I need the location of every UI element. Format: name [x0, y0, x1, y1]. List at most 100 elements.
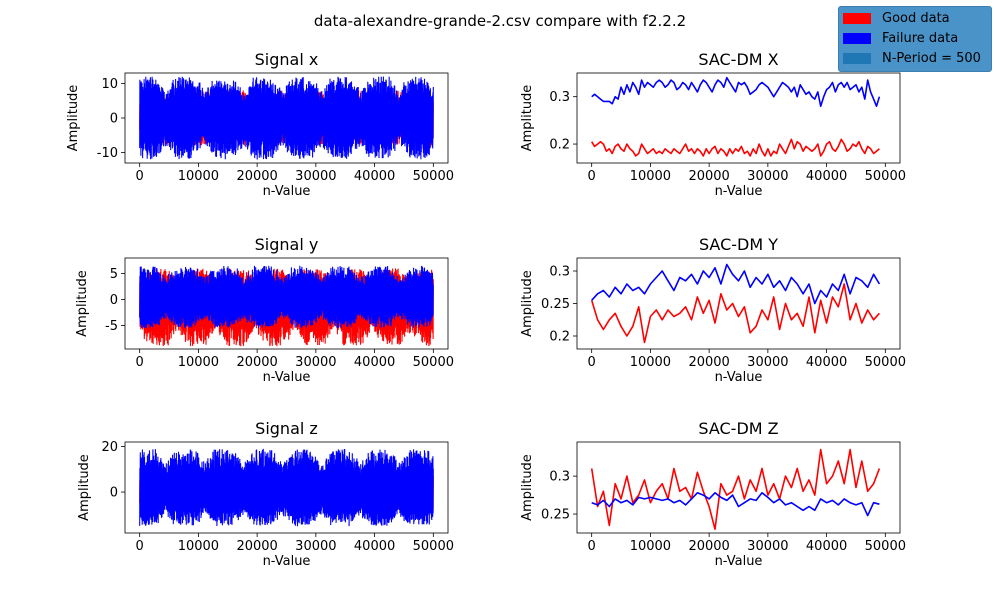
sacdm-z-xlabel: n-Value: [715, 554, 763, 569]
signal-z-series-failure: [139, 448, 434, 527]
signal-z-ylabel: Amplitude: [77, 454, 92, 521]
signal-z-ytick-label: 20: [101, 440, 118, 455]
sacdm-y-xtick-label: 20000: [688, 355, 729, 370]
sacdm-y-xtick-label: 10000: [630, 355, 671, 370]
sacdm-x-xtick-label: 30000: [747, 169, 788, 184]
legend-swatch-failure: [843, 33, 871, 44]
subplot-sacdm-x: 0 10000 20000 30000 40000 50000 0.2 0.3 SAC-DM X…: [520, 50, 906, 199]
legend-swatch-good: [843, 13, 871, 24]
subplot-sacdm-z: 0 10000 20000 30000 40000 50000 0.25 0.3 SAC-DM …: [520, 419, 906, 569]
sacdm-z-series-failure: [591, 492, 880, 517]
sacdm-x-xtick-label: 0: [588, 169, 596, 184]
sacdm-z-series-good: [590, 448, 881, 530]
signal-y-xtick-label: 20000: [236, 355, 277, 370]
legend: Good data Failure data N-Period = 500: [838, 6, 992, 72]
signal-x-xtick-label: 20000: [236, 169, 277, 184]
sacdm-z-xtick-label: 50000: [865, 539, 906, 554]
signal-y-ytick-label: 0: [110, 293, 118, 308]
sacdm-z-xtick-label: 0: [588, 539, 596, 554]
sacdm-y-xtick-label: 50000: [865, 355, 906, 370]
sacdm-y-axes-frame: [576, 257, 901, 350]
signal-z-xtick-label: 40000: [354, 539, 395, 554]
sacdm-x-xtick-label: 10000: [630, 169, 671, 184]
sacdm-y-ytick-label: 0.25: [541, 297, 570, 312]
sacdm-z-xtick-label: 10000: [630, 539, 671, 554]
signal-x-ytick-label: 0: [110, 112, 118, 127]
sacdm-z-ytick-label: 0.25: [541, 508, 570, 523]
sacdm-y-data: [590, 263, 881, 344]
sacdm-y-xlabel: n-Value: [715, 370, 763, 385]
sacdm-x-xtick-label: 40000: [806, 169, 847, 184]
signal-z-xtick-label: 30000: [295, 539, 336, 554]
sacdm-x-xtick-label: 50000: [865, 169, 906, 184]
legend-label-failure: Failure data: [882, 31, 959, 46]
signal-z-xtick-label: 20000: [236, 539, 277, 554]
sacdm-y-xtick-label: 40000: [806, 355, 847, 370]
signal-x-xlabel: n-Value: [263, 184, 311, 199]
figure-title: data-alexandre-grande-2.csv compare with…: [314, 12, 686, 30]
signal-z-data: [139, 448, 434, 527]
legend-label-good: Good data: [882, 11, 950, 26]
signal-y-xtick-label: 30000: [295, 355, 336, 370]
sacdm-y-series-good: [590, 283, 880, 344]
sacdm-z-axes-frame: [576, 441, 901, 534]
signal-y-ylabel: Amplitude: [75, 270, 90, 337]
signal-y-axes-frame: [124, 257, 449, 350]
signal-z-xlabel: n-Value: [263, 554, 311, 569]
sacdm-y-xtick-label: 0: [588, 355, 596, 370]
sacdm-x-title: SAC-DM X: [698, 50, 778, 69]
sacdm-z-xtick-label: 40000: [806, 539, 847, 554]
signal-x-data: [139, 76, 434, 160]
signal-y-xtick-label: 10000: [178, 355, 219, 370]
signal-x-series-failure: [139, 76, 434, 160]
legend-entry-good: Good data: [843, 10, 950, 28]
sacdm-x-ylabel: Amplitude: [520, 85, 535, 152]
sacdm-x-ytick-label: 0.3: [549, 90, 570, 105]
signal-x-ylabel: Amplitude: [66, 85, 81, 152]
sacdm-z-ylabel: Amplitude: [520, 454, 535, 521]
legend-swatch-nperiod: [843, 53, 871, 64]
sacdm-x-series-failure: [591, 76, 881, 107]
signal-y-series-failure: [139, 265, 434, 329]
signal-x-xtick-label: 40000: [354, 169, 395, 184]
signal-z-xtick-label: 0: [136, 539, 144, 554]
signal-z-axes-frame: [124, 441, 449, 534]
signal-x-xtick-label: 30000: [295, 169, 336, 184]
signal-y-ytick-label: -5: [105, 319, 118, 334]
sacdm-y-xtick-label: 30000: [747, 355, 788, 370]
sacdm-y-title: SAC-DM Y: [699, 235, 778, 254]
signal-y-ytick-label: 5: [110, 267, 118, 282]
signal-z-ytick-label: 0: [110, 486, 118, 501]
sacdm-z-xtick-label: 20000: [688, 539, 729, 554]
sacdm-x-data: [591, 76, 881, 157]
subplot-signal-x: 0 10000 20000 30000 40000 50000 -10 0 10 Signal x…: [66, 50, 454, 199]
sacdm-y-series-failure: [591, 263, 881, 305]
sacdm-z-xtick-label: 30000: [747, 539, 788, 554]
sacdm-y-ylabel: Amplitude: [520, 270, 535, 337]
signal-z-xtick-label: 10000: [178, 539, 219, 554]
legend-label-nperiod: N-Period = 500: [882, 51, 981, 66]
signal-y-title: Signal y: [255, 235, 319, 254]
legend-entry-failure: Failure data: [843, 30, 958, 48]
signal-x-title: Signal x: [255, 50, 319, 69]
signal-z-title: Signal z: [255, 419, 318, 438]
sacdm-z-data: [590, 448, 881, 530]
signal-x-xtick-label: 10000: [178, 169, 219, 184]
sacdm-x-xtick-label: 20000: [688, 169, 729, 184]
sacdm-y-ytick-label: 0.3: [549, 265, 570, 280]
sacdm-z-ytick-label: 0.3: [549, 470, 570, 485]
subplot-signal-z: 0 10000 20000 30000 40000 50000 0 20 Signal z n-V…: [77, 419, 454, 569]
signal-x-ytick-label: 10: [101, 77, 118, 92]
sacdm-x-axes-frame: [576, 72, 901, 164]
sacdm-y-ytick-label: 0.2: [549, 330, 570, 345]
signal-y-xtick-label: 40000: [354, 355, 395, 370]
sacdm-x-series-good: [591, 138, 880, 157]
legend-entry-nperiod: N-Period = 500: [843, 50, 981, 68]
signal-y-xlabel: n-Value: [263, 370, 311, 385]
signal-y-xtick-label: 0: [136, 355, 144, 370]
subplot-sacdm-y: 0 10000 20000 30000 40000 50000 0.2 0.25 0.3 SAC-…: [520, 235, 906, 385]
signal-x-xtick-label: 50000: [413, 169, 454, 184]
signal-y-data: [139, 265, 434, 347]
